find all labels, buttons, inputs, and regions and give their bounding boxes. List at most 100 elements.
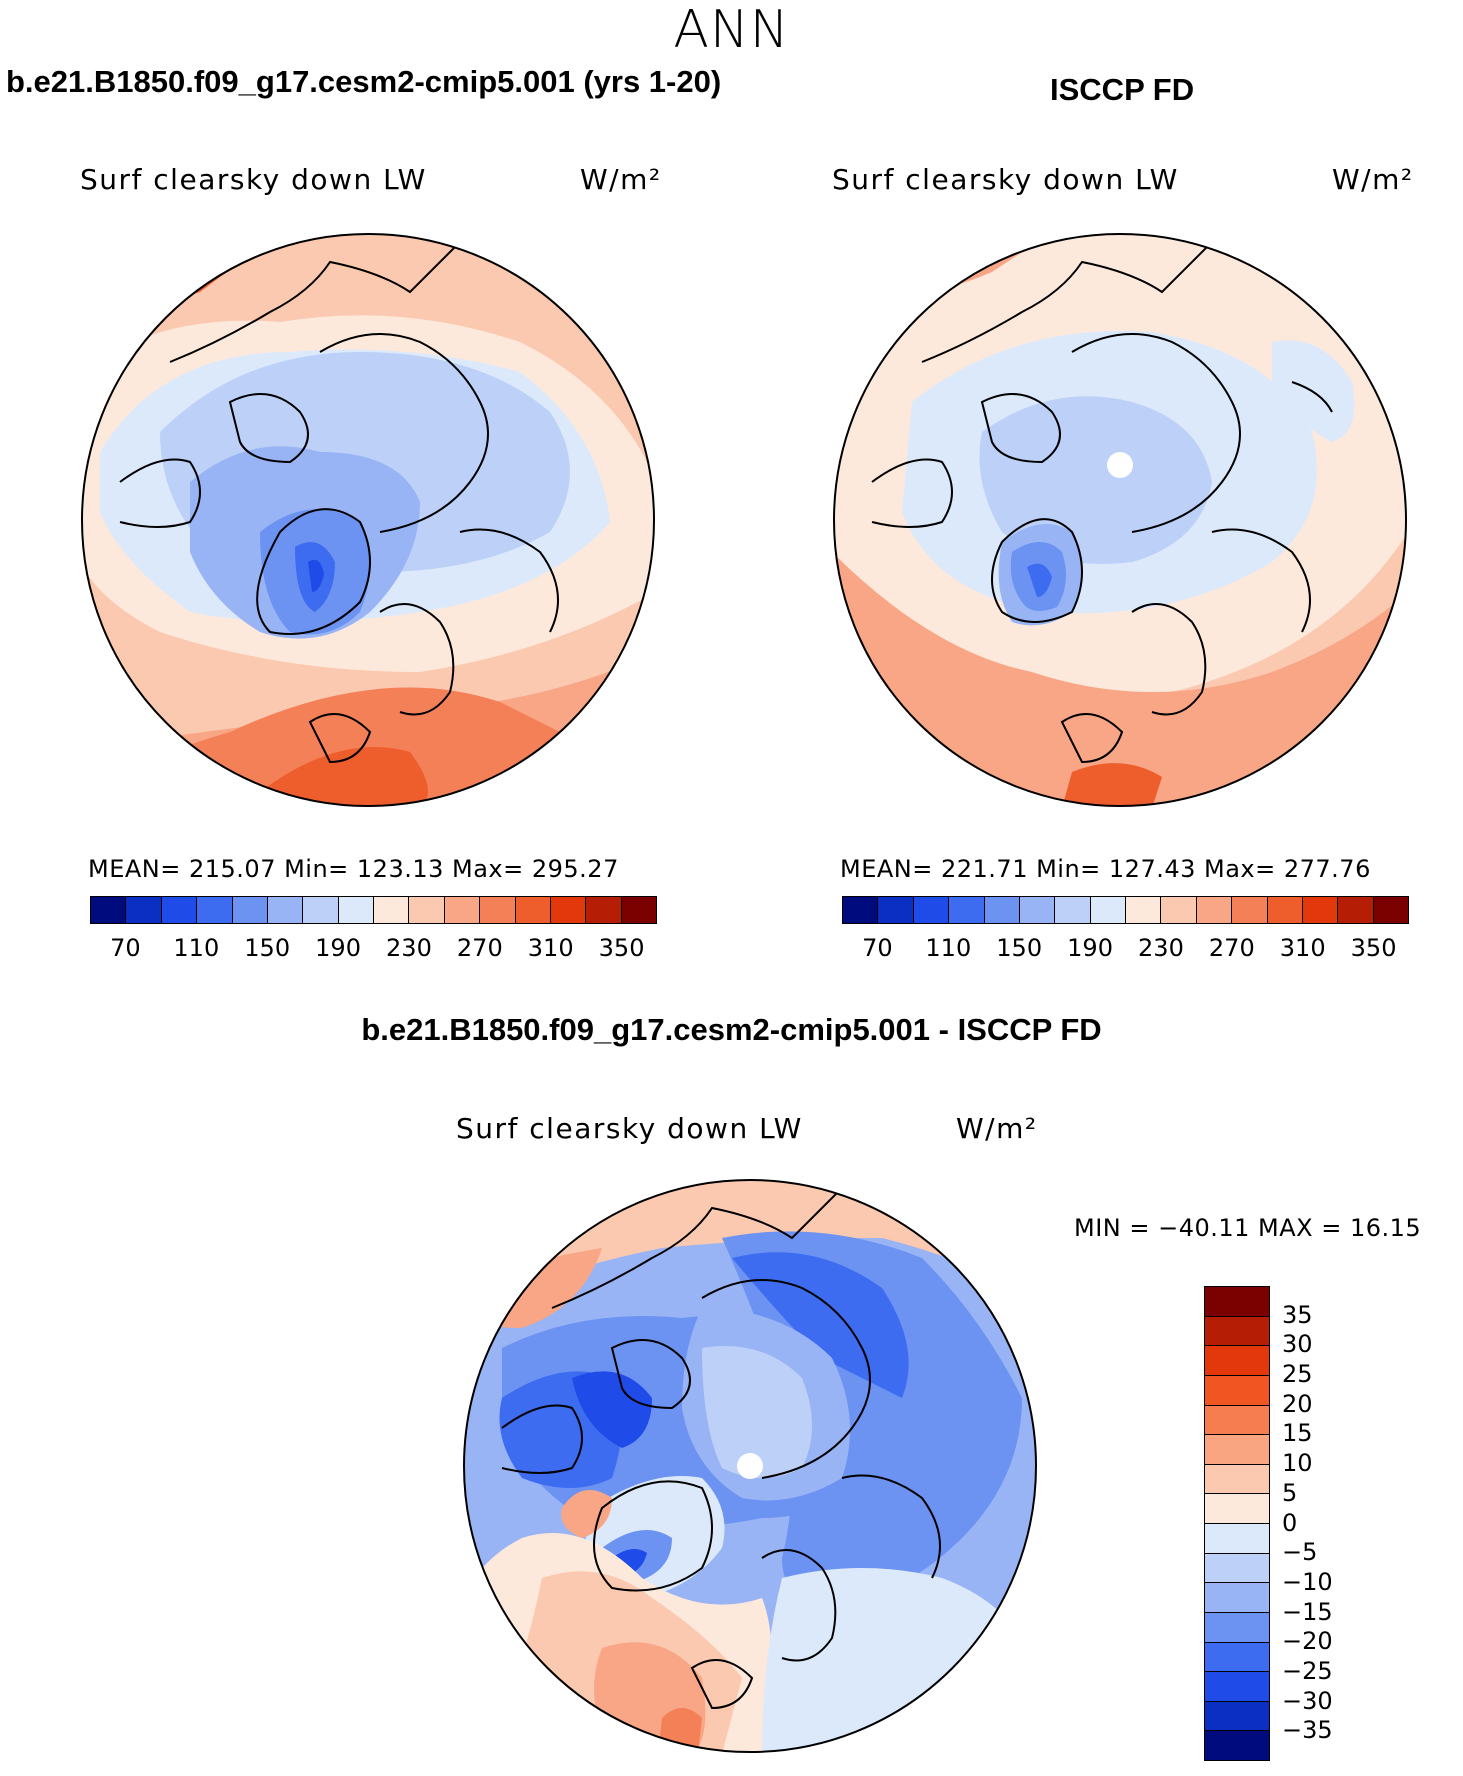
colorbar-swatch: [586, 897, 622, 923]
colorbar-tick-label: 110: [173, 934, 220, 962]
colorbar-swatch: [161, 897, 198, 923]
colorbar-swatch: [1205, 1583, 1269, 1613]
panel3-stats: MIN = −40.11 MAX = 16.15: [1074, 1214, 1422, 1242]
map-model: [81, 233, 655, 807]
panel1-title: b.e21.B1850.f09_g17.cesm2-cmip5.001 (yrs…: [6, 64, 722, 99]
colorbar-swatch: [338, 897, 374, 923]
colorbar-model-labels: 70 110 150 190 230 270 310 350: [90, 934, 657, 964]
colorbar-tick-label: 350: [598, 934, 645, 962]
colorbar-tick-label: 310: [527, 934, 574, 962]
colorbar-swatch: [303, 897, 339, 923]
colorbar-tick-label: 150: [244, 934, 291, 962]
colorbar-tick-label: 270: [1208, 934, 1255, 962]
colorbar-swatch: [1205, 1375, 1269, 1406]
colorbar-tick-label: 150: [996, 934, 1043, 962]
colorbar-swatch: [1161, 897, 1197, 923]
colorbar-swatch: [126, 897, 162, 923]
panel1-units: W/m²: [580, 163, 662, 196]
colorbar-swatch: [1090, 897, 1126, 923]
colorbar-swatch: [1205, 1701, 1269, 1732]
colorbar-swatch: [1205, 1731, 1269, 1760]
colorbar-tick-label: 190: [1067, 934, 1113, 962]
colorbar-tick-label: −10: [1282, 1567, 1333, 1596]
colorbar-tick-label: 190: [315, 934, 361, 962]
colorbar-swatch: [843, 897, 879, 923]
colorbar-swatch: [949, 897, 985, 923]
colorbar-swatch: [1019, 897, 1056, 923]
colorbar-swatch: [409, 897, 445, 923]
colorbar-swatch: [550, 897, 587, 923]
colorbar-tick-label: −5: [1282, 1538, 1318, 1567]
colorbar-swatch: [1126, 897, 1162, 923]
panel2-title: ISCCP FD: [1050, 72, 1195, 107]
colorbar-tick-label: 25: [1282, 1360, 1313, 1389]
figure-title: ANN: [673, 0, 790, 60]
colorbar-swatch: [480, 897, 516, 923]
colorbar-tick-label: 310: [1279, 934, 1326, 962]
panel3-variable: Surf clearsky down LW: [456, 1112, 803, 1145]
colorbar-tick-label: 15: [1282, 1419, 1313, 1448]
map-isccp: [833, 233, 1407, 807]
panel1-stats: MEAN= 215.07 Min= 123.13 Max= 295.27: [88, 855, 619, 883]
colorbar-swatch: [1205, 1553, 1269, 1584]
colorbar-swatch: [91, 897, 127, 923]
colorbar-tick-label: 70: [862, 934, 893, 962]
panel1-variable: Surf clearsky down LW: [80, 163, 427, 196]
colorbar-swatch: [1232, 897, 1268, 923]
colorbar-isccp-labels: 70 110 150 190 230 270 310 350: [842, 934, 1409, 964]
panel2-variable: Surf clearsky down LW: [832, 163, 1179, 196]
colorbar-swatch: [444, 897, 481, 923]
colorbar-swatch: [232, 897, 268, 923]
colorbar-tick-label: 10: [1282, 1449, 1313, 1478]
colorbar-tick-label: 0: [1282, 1508, 1298, 1537]
colorbar-tick-label: 20: [1282, 1389, 1313, 1418]
colorbar-swatch: [197, 897, 233, 923]
colorbar-swatch: [1205, 1672, 1269, 1702]
colorbar-isccp: [842, 896, 1409, 924]
colorbar-tick-label: 230: [1138, 934, 1184, 962]
colorbar-swatch: [515, 897, 551, 923]
colorbar-tick-label: 230: [386, 934, 432, 962]
colorbar-tick-label: 5: [1282, 1478, 1298, 1507]
panel2-stats: MEAN= 221.71 Min= 127.43 Max= 277.76: [840, 855, 1371, 883]
colorbar-tick-label: 35: [1282, 1300, 1313, 1329]
colorbar-swatch: [1205, 1612, 1269, 1643]
colorbar-model: [90, 896, 657, 924]
colorbar-swatch: [1205, 1642, 1269, 1673]
colorbar-swatch: [374, 897, 410, 923]
colorbar-swatch: [1205, 1464, 1269, 1495]
colorbar-swatch: [1205, 1524, 1269, 1554]
panel2-units: W/m²: [1332, 163, 1414, 196]
colorbar-swatch: [621, 897, 656, 923]
colorbar-tick-label: −25: [1282, 1656, 1333, 1685]
colorbar-swatch: [1196, 897, 1233, 923]
colorbar-tick-label: −35: [1282, 1716, 1333, 1745]
colorbar-swatch: [1055, 897, 1091, 923]
colorbar-swatch: [1302, 897, 1339, 923]
colorbar-swatch: [1267, 897, 1303, 923]
colorbar-tick-label: −20: [1282, 1627, 1333, 1656]
colorbar-tick-label: 30: [1282, 1330, 1313, 1359]
colorbar-swatch: [1338, 897, 1374, 923]
colorbar-swatch: [1205, 1316, 1269, 1347]
colorbar-difference-labels: 35 30 25 20 15 10 5 0 −5 −10 −15 −20 −25 −30 −35: [1282, 1286, 1382, 1761]
colorbar-tick-label: −30: [1282, 1686, 1333, 1715]
colorbar-swatch: [267, 897, 304, 923]
colorbar-swatch: [913, 897, 950, 923]
colorbar-tick-label: 70: [110, 934, 141, 962]
map-difference: [463, 1179, 1037, 1753]
colorbar-difference: [1204, 1286, 1270, 1761]
colorbar-tick-label: 110: [925, 934, 972, 962]
colorbar-swatch: [1205, 1346, 1269, 1376]
colorbar-swatch: [984, 897, 1020, 923]
colorbar-tick-label: −15: [1282, 1597, 1333, 1626]
panel3-units: W/m²: [956, 1112, 1038, 1145]
colorbar-swatch: [1205, 1405, 1269, 1436]
colorbar-swatch: [1205, 1435, 1269, 1465]
colorbar-swatch: [878, 897, 914, 923]
colorbar-tick-label: 270: [456, 934, 503, 962]
colorbar-swatch: [1373, 897, 1408, 923]
colorbar-swatch: [1205, 1494, 1269, 1524]
difference-title: b.e21.B1850.f09_g17.cesm2-cmip5.001 - IS…: [361, 1012, 1102, 1047]
colorbar-tick-label: 350: [1350, 934, 1397, 962]
